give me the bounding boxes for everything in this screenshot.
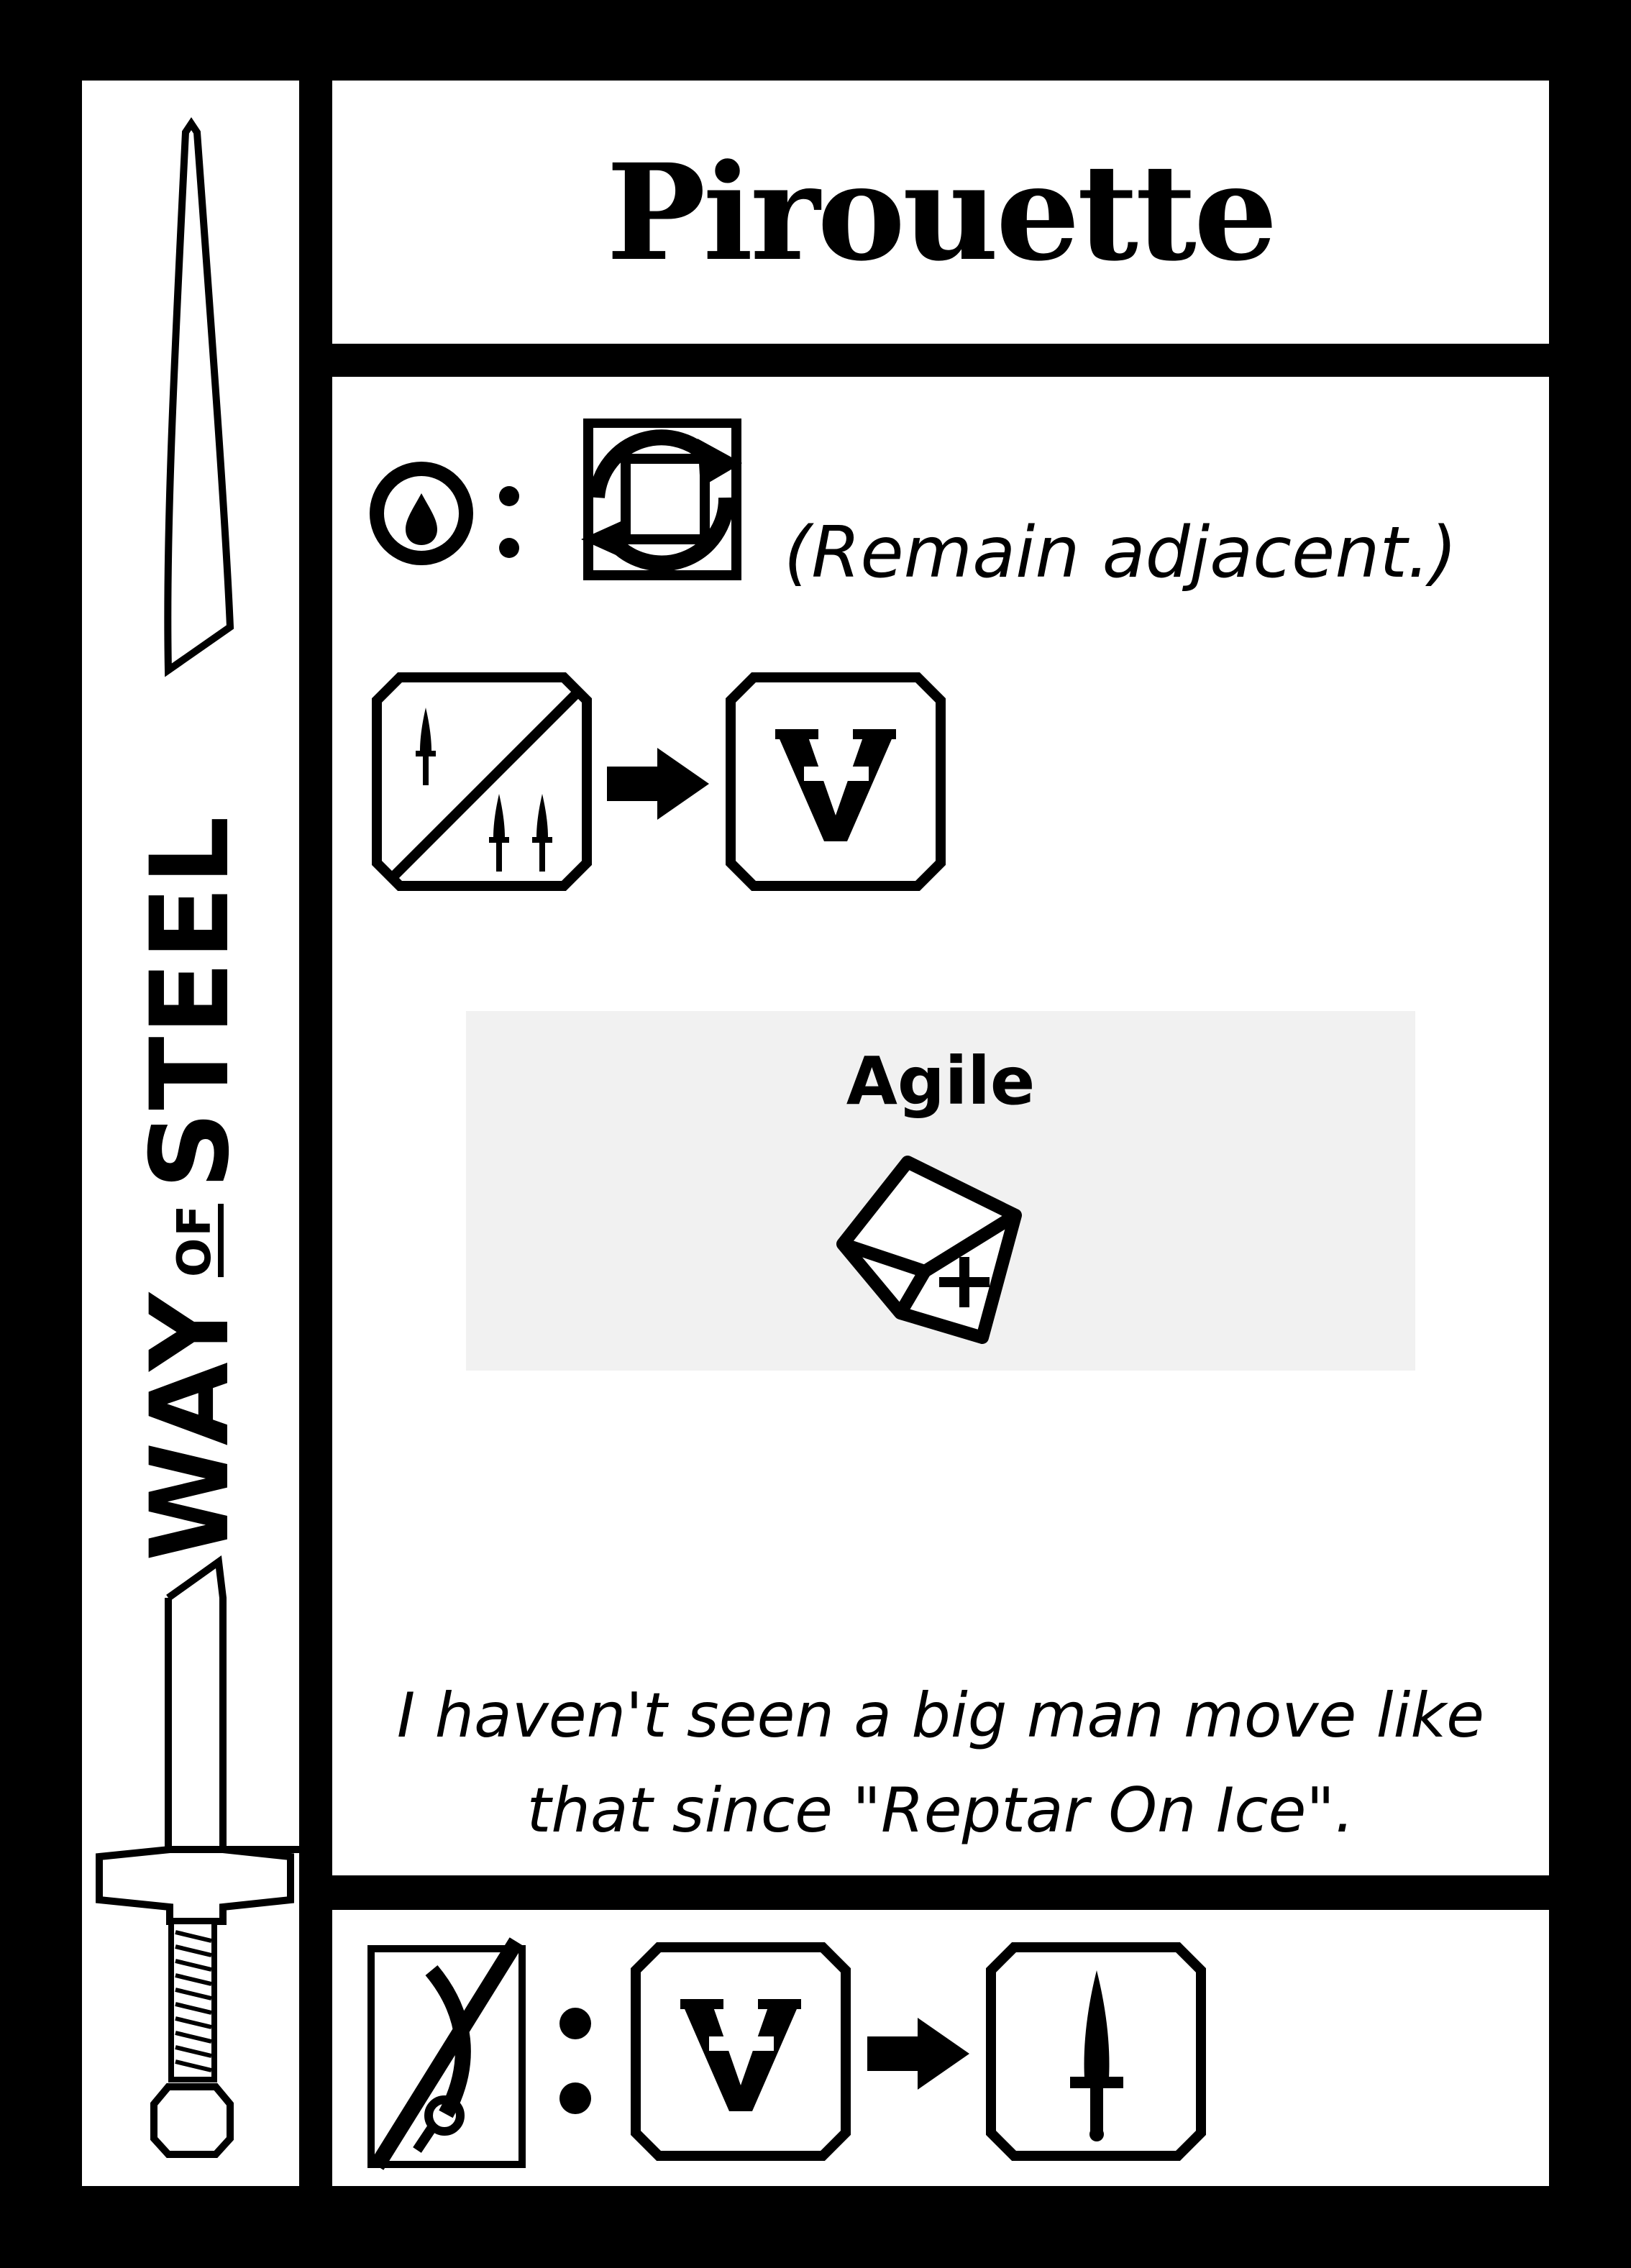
logo-word-of: OF [168, 1203, 224, 1277]
sword-logo-icon [96, 116, 299, 2158]
rotate-square-icon [581, 419, 742, 580]
inverted-a-icon [726, 672, 946, 891]
colon-icon [559, 2008, 591, 2114]
dice-plus-icon [836, 1156, 1022, 1344]
effect-note: (Remain adjacent.) [784, 512, 1458, 594]
footer-inverted-a-icon [631, 1942, 851, 2161]
title-panel: Pirouette [332, 81, 1549, 344]
flavor-line-1: I haven't seen a big man move like [396, 1680, 1485, 1752]
keyword-box: Agile [466, 1011, 1415, 1371]
logo-wordmark: WAY OF STEEL [128, 815, 253, 1561]
footer-arrow-right-icon [867, 2018, 969, 2090]
no-sabre-icon [367, 1937, 526, 2170]
one-or-three-swords-icon [372, 672, 592, 891]
logo-word-steel: STEEL [128, 814, 253, 1189]
logo-panel: WAY OF STEEL [82, 81, 299, 2186]
keyword-label: Agile [846, 1043, 1036, 1120]
dagger-icon [986, 1942, 1206, 2161]
flavor-line-2: that since "Reptar On Ice". [526, 1775, 1355, 1847]
flavor-text: I haven't seen a big man move like that … [332, 1668, 1549, 1858]
drop-in-circle-icon [370, 462, 519, 565]
card-title: Pirouette [606, 135, 1278, 291]
logo-word-way: WAY [128, 1291, 253, 1562]
arrow-right-icon [607, 748, 709, 820]
